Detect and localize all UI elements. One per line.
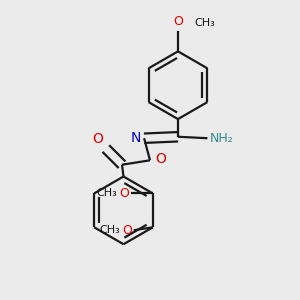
Text: O: O [119,187,129,200]
Text: CH₃: CH₃ [194,18,215,28]
Text: N: N [130,131,141,145]
Text: O: O [155,152,166,166]
Text: CH₃: CH₃ [97,188,118,198]
Text: O: O [173,15,183,28]
Text: CH₃: CH₃ [100,225,120,235]
Text: O: O [122,224,132,237]
Text: NH₂: NH₂ [210,132,233,145]
Text: O: O [92,132,103,145]
